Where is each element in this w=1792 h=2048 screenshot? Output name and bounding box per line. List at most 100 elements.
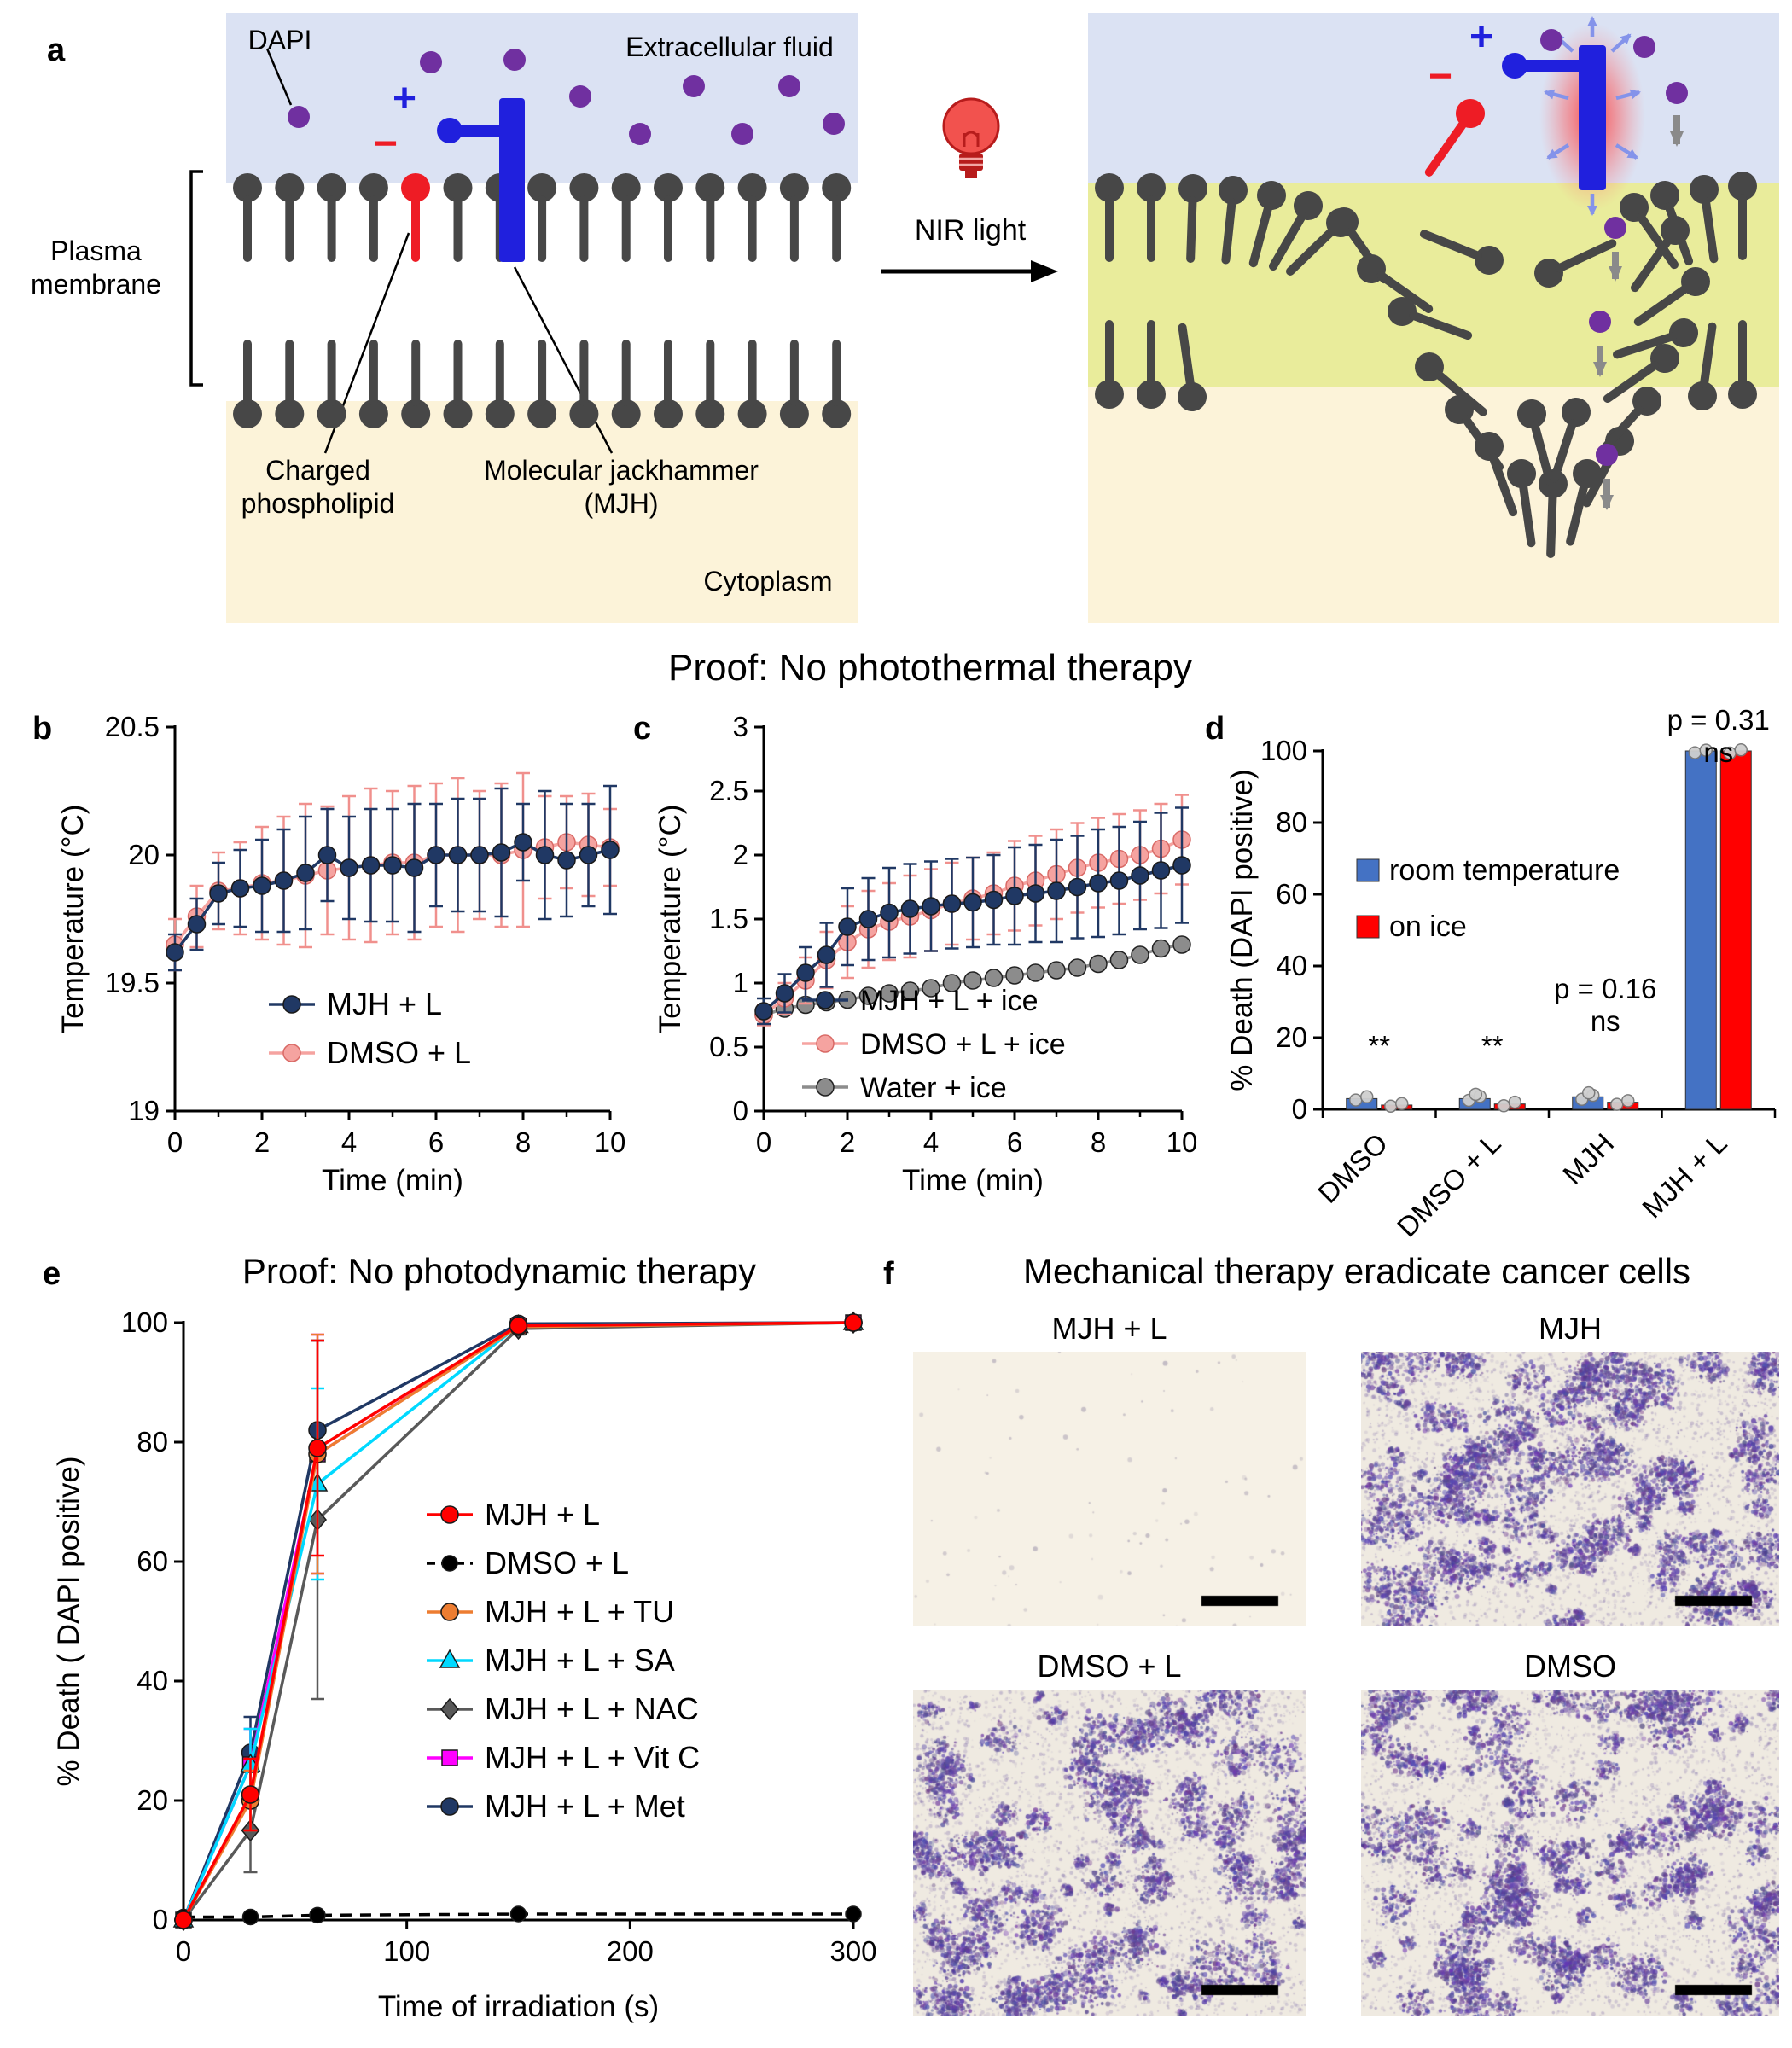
svg-text:% Death (DAPI positive): % Death (DAPI positive) (1225, 769, 1259, 1091)
svg-text:1.5: 1.5 (709, 903, 748, 934)
svg-text:MJH + L + NAC: MJH + L + NAC (485, 1691, 699, 1726)
svg-text:0: 0 (153, 1904, 168, 1935)
svg-text:0: 0 (756, 1126, 771, 1158)
svg-text:80: 80 (1276, 806, 1307, 838)
svg-text:2: 2 (254, 1126, 270, 1158)
micrograph-mjh (1361, 1352, 1779, 1626)
svg-text:0.5: 0.5 (709, 1031, 748, 1062)
svg-text:2.5: 2.5 (709, 775, 748, 806)
micrograph-label-dmso-l: DMSO + L (1037, 1649, 1182, 1684)
svg-text:19.5: 19.5 (105, 967, 160, 998)
svg-text:6: 6 (1007, 1126, 1022, 1158)
svg-text:p = 0.16: p = 0.16 (1554, 973, 1656, 1004)
svg-text:0: 0 (733, 1095, 748, 1126)
chart-b-plot: 19 19.5 20 20.5 0 2 4 6 8 10 Time (min) Temperature… (56, 711, 626, 1197)
svg-text:room temperature: room temperature (1389, 854, 1620, 887)
svg-text:ns: ns (1703, 736, 1733, 768)
label-line: Charged (265, 455, 370, 486)
svg-text:20.5: 20.5 (105, 711, 160, 742)
svg-text:4: 4 (341, 1126, 357, 1158)
nir-light-label: NIR light (914, 214, 1027, 247)
label-line: Plasma (50, 236, 142, 266)
svg-text:MJH + L + SA: MJH + L + SA (485, 1643, 675, 1678)
micrograph-dmso-l (913, 1690, 1306, 2016)
label-line: phospholipid (241, 488, 395, 520)
svg-text:MJH + L: MJH + L (1636, 1127, 1733, 1225)
cytoplasm-label: Cytoplasm (703, 566, 833, 596)
svg-text:8: 8 (1091, 1126, 1106, 1158)
svg-text:ns: ns (1591, 1005, 1620, 1037)
svg-text:4: 4 (923, 1126, 939, 1158)
svg-text:**: ** (1481, 1030, 1504, 1062)
svg-text:on ice: on ice (1389, 911, 1467, 943)
panel-label-c: c (633, 711, 652, 747)
svg-text:0: 0 (1292, 1093, 1307, 1125)
nir-lightbulb-icon (942, 97, 1000, 178)
dapi-label: DAPI (247, 25, 312, 55)
charged-phospholipid-label: Charged phospholipid (209, 454, 427, 521)
plasma-membrane-bracket (189, 170, 203, 387)
mechanical-title: Mechanical therapy eradicate cancer cell… (1022, 1251, 1691, 1291)
svg-text:3: 3 (733, 711, 748, 742)
micrograph-mjh-l (913, 1352, 1306, 1626)
svg-text:MJH + L + Vit C: MJH + L + Vit C (485, 1740, 700, 1775)
svg-text:MJH: MJH (1556, 1127, 1620, 1190)
svg-text:80: 80 (137, 1426, 168, 1457)
svg-text:Time (min): Time (min) (322, 1164, 463, 1197)
svg-text:Temperature (°C): Temperature (°C) (56, 805, 90, 1034)
plasma-membrane-label: Plasma membrane (13, 235, 179, 301)
svg-text:% Death ( DAPI positive): % Death ( DAPI positive) (52, 1456, 85, 1786)
svg-text:DMSO + L + ice: DMSO + L + ice (860, 1028, 1066, 1061)
svg-text:MJH + L + TU: MJH + L + TU (485, 1594, 674, 1629)
label-line: membrane (31, 269, 161, 300)
svg-text:20: 20 (128, 839, 160, 870)
nir-arrow (881, 260, 1058, 282)
chart-b: 19 19.5 20 20.5 0 2 4 6 8 10 Time (min) Temperature… (47, 706, 649, 1209)
plus-sign-right: + (1469, 15, 1494, 60)
membrane-disrupted-art (1088, 13, 1779, 623)
membrane-diagram-disrupted (1088, 13, 1779, 623)
photodynamic-title: Proof: No photodynamic therapy (241, 1251, 757, 1291)
svg-text:DMSO + L: DMSO + L (485, 1545, 629, 1580)
svg-text:DMSO + L: DMSO + L (327, 1035, 471, 1070)
svg-text:20: 20 (137, 1784, 168, 1816)
svg-text:Water + ice: Water + ice (860, 1072, 1007, 1104)
svg-text:0: 0 (167, 1126, 183, 1158)
svg-text:Time of irradiation (s): Time of irradiation (s) (378, 1990, 659, 2023)
svg-text:p = 0.31: p = 0.31 (1667, 704, 1770, 736)
svg-text:19: 19 (128, 1095, 160, 1126)
extracellular-fluid-label: Extracellular fluid (625, 32, 834, 62)
chart-e: 0 20 40 60 80 100 0 100 200 300 Time of irradiatio… (43, 1301, 896, 2035)
svg-text:40: 40 (137, 1665, 168, 1696)
svg-text:100: 100 (383, 1935, 430, 1967)
membrane-intact-art (226, 13, 858, 623)
micrograph-label-dmso: DMSO (1524, 1649, 1616, 1684)
micrograph-label-mjh-l: MJH + L (1051, 1311, 1167, 1346)
svg-text:60: 60 (137, 1545, 168, 1577)
micrograph-label-mjh: MJH (1539, 1311, 1602, 1346)
svg-text:**: ** (1368, 1030, 1390, 1062)
micrograph-dmso (1361, 1690, 1779, 2016)
svg-text:6: 6 (428, 1126, 444, 1158)
svg-text:1: 1 (733, 967, 748, 998)
panel-label-a: a (47, 32, 66, 68)
svg-text:Temperature (°C): Temperature (°C) (654, 805, 687, 1034)
label-line: (MJH) (584, 488, 659, 520)
svg-text:MJH + L + ice: MJH + L + ice (860, 985, 1038, 1017)
photothermal-title: Proof: No photothermal therapy (668, 647, 1192, 689)
svg-text:MJH + L: MJH + L (327, 986, 442, 1021)
label-line: Molecular jackhammer (484, 455, 759, 486)
svg-text:300: 300 (829, 1935, 876, 1967)
chart-c: 0 0.5 1 1.5 2 2.5 3 0 2 4 6 8 10 Time (min) Temperatur… (644, 706, 1212, 1209)
minus-sign-right: − (1428, 54, 1453, 99)
svg-text:0: 0 (176, 1935, 191, 1967)
svg-text:10: 10 (1167, 1126, 1198, 1158)
svg-text:10: 10 (595, 1126, 626, 1158)
panel-label-b: b (32, 711, 53, 747)
svg-text:100: 100 (1260, 735, 1307, 766)
svg-text:2: 2 (733, 839, 748, 870)
membrane-diagram-intact (226, 13, 858, 623)
svg-text:8: 8 (515, 1126, 531, 1158)
svg-text:100: 100 (121, 1306, 168, 1338)
